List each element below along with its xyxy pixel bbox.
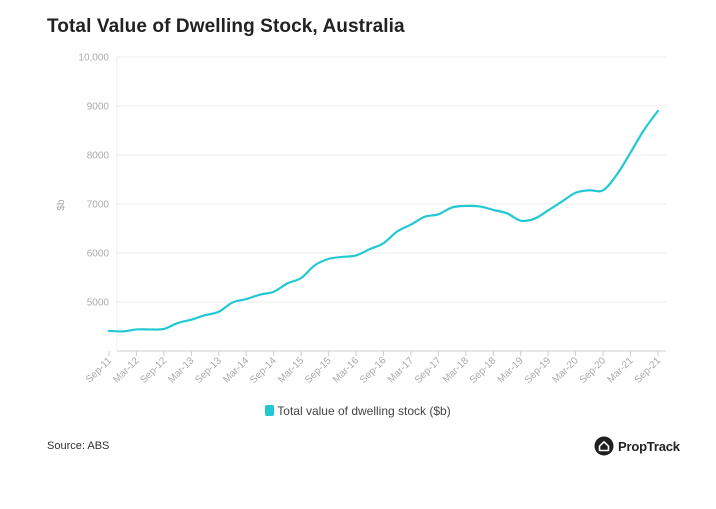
x-tick-label: Sep-13 (193, 355, 224, 386)
x-tick-label: Mar-20 (551, 355, 581, 385)
x-tick-label: Sep-18 (468, 355, 499, 386)
y-axis-ticks: 5000 6000 7000 8000 9000 10,000 (78, 53, 109, 309)
x-tick-label: Sep-15 (303, 355, 334, 386)
brand: PropTrack (594, 436, 680, 456)
source-note: Source: ABS (47, 440, 110, 452)
x-tick-label: Sep-21 (633, 355, 664, 386)
legend-label: Total value of dwelling stock ($b) (277, 404, 451, 418)
chart-title: Total Value of Dwelling Stock, Australia (47, 16, 405, 37)
x-tick-label: Sep-16 (358, 355, 389, 386)
x-tick-label: Mar-21 (605, 355, 635, 385)
proptrack-logo-icon (594, 436, 614, 456)
legend-swatch (265, 405, 275, 416)
y-axis-label: $b (56, 199, 67, 211)
y-tick-label: 5000 (87, 298, 110, 309)
series-line-dwelling-stock (107, 109, 660, 333)
brand-name: PropTrack (618, 438, 680, 454)
x-tick-label: Sep-14 (248, 355, 279, 386)
gridlines (117, 56, 666, 303)
y-tick-label: 10,000 (78, 53, 109, 64)
series-group (107, 109, 660, 333)
legend[interactable]: Total value of dwelling stock ($b) (0, 404, 716, 418)
x-tick-label: Sep-12 (138, 355, 169, 386)
x-tick-label: Mar-13 (166, 355, 196, 385)
x-tick-label: Mar-14 (221, 355, 251, 385)
x-tick-label: Sep-11 (84, 355, 114, 385)
x-tick-label: Sep-19 (523, 355, 554, 386)
x-tick-label: Sep-20 (578, 355, 609, 386)
x-tick-label: Mar-15 (276, 355, 306, 385)
y-tick-label: 9000 (87, 102, 110, 113)
x-tick-label: Mar-18 (441, 355, 471, 385)
x-tick-label: Mar-16 (331, 355, 361, 385)
y-tick-label: 7000 (87, 200, 110, 211)
x-tick-label: Mar-19 (496, 355, 526, 385)
x-tick-label: Mar-12 (111, 355, 141, 385)
y-tick-label: 8000 (87, 151, 110, 162)
y-tick-label: 6000 (87, 249, 110, 260)
x-tick-label: Mar-17 (386, 355, 416, 385)
x-tick-label: Sep-17 (413, 355, 444, 386)
